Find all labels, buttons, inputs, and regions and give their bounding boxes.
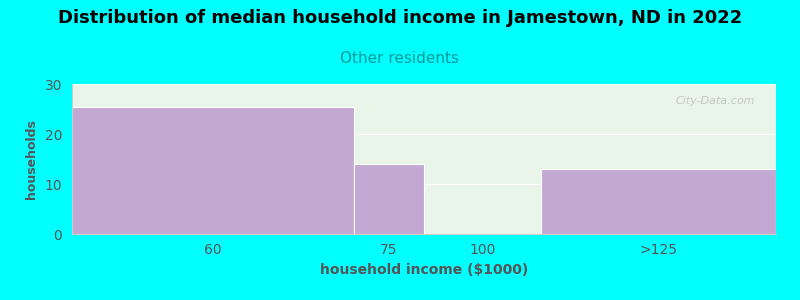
Y-axis label: households: households [25,119,38,199]
Bar [542,169,776,234]
Bar [354,164,424,234]
Text: City-Data.com: City-Data.com [675,96,755,106]
Bar [72,106,354,234]
Text: Distribution of median household income in Jamestown, ND in 2022: Distribution of median household income … [58,9,742,27]
X-axis label: household income ($1000): household income ($1000) [320,262,528,277]
Text: Other residents: Other residents [341,51,459,66]
